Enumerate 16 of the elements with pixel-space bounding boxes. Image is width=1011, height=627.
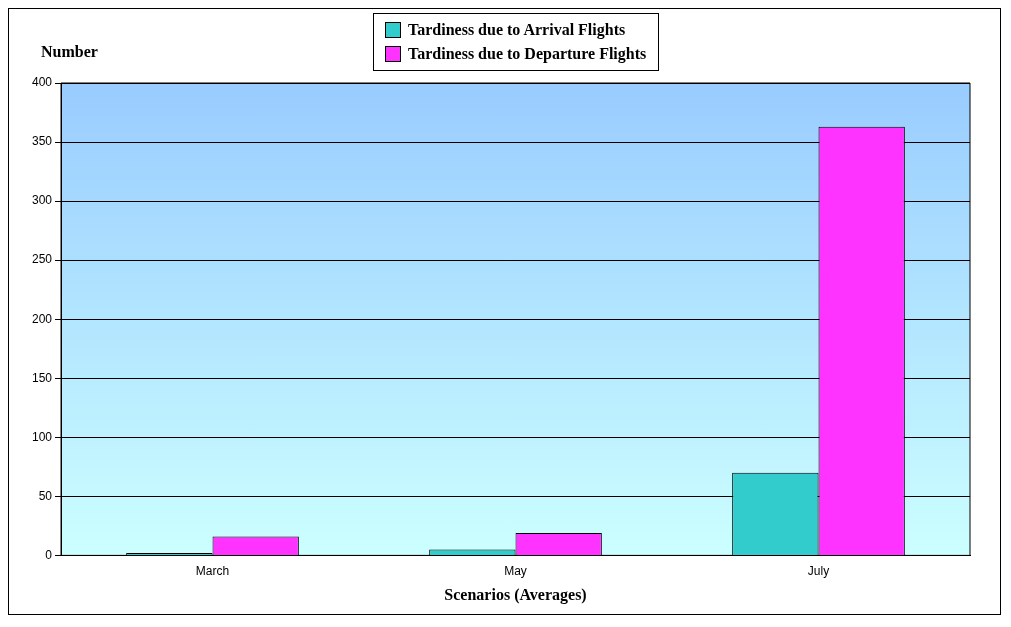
x-tick-label: May [504,563,527,578]
x-axis-title: Scenarios (Averages) [444,585,587,604]
y-tick-label: 300 [31,193,53,208]
y-tick-label: 250 [31,252,53,267]
y-tick-label: 350 [31,134,53,149]
x-tick-label: March [195,563,230,578]
y-tick-label: 150 [31,370,53,385]
y-tick-label: 400 [31,75,53,90]
legend-label: Tardiness due to Arrival Flights [408,20,626,41]
y-tick-label: 0 [45,547,53,562]
legend-label: Tardiness due to Departure Flights [408,44,647,65]
y-tick-label: 200 [31,311,53,326]
y-axis-title: Number [41,43,98,60]
y-tick-label: 50 [38,488,53,503]
y-tick-label: 100 [31,429,53,444]
x-tick-label: July [807,563,830,578]
